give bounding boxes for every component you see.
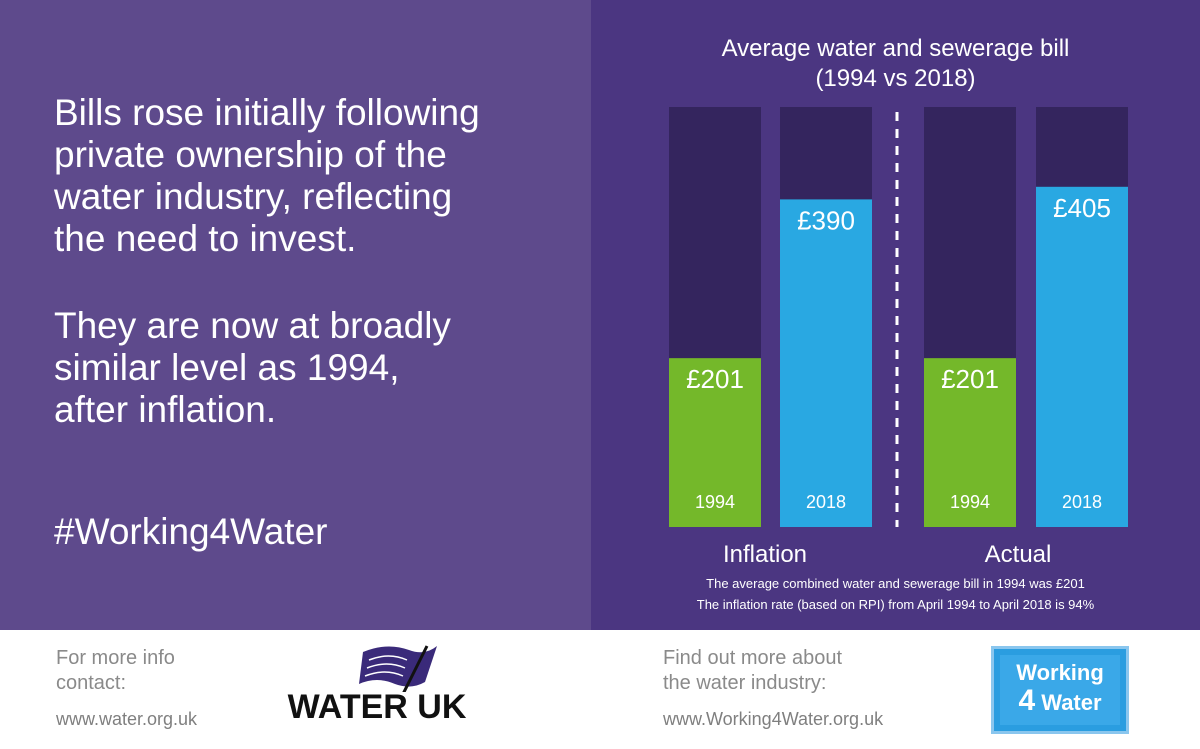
bar-inflation-1994 xyxy=(669,358,761,527)
footer-find-line-2: the water industry: xyxy=(663,672,827,694)
bar-year-label: 1994 xyxy=(695,492,735,512)
water-uk-link[interactable]: www.water.org.uk xyxy=(56,709,198,729)
bar-year-label: 2018 xyxy=(806,492,846,512)
bar-value-label: £201 xyxy=(941,364,999,394)
flag-icon xyxy=(359,645,437,692)
headline-line: Bills rose initially following xyxy=(54,92,480,133)
bar-value-label: £390 xyxy=(797,205,855,235)
chart-note-2: The inflation rate (based on RPI) from A… xyxy=(696,597,1095,612)
bar-actual-1994 xyxy=(924,358,1016,527)
chart-title-line-1: Average water and sewerage bill xyxy=(721,35,1070,62)
w4w-logo-line-1: Working xyxy=(1016,660,1104,685)
bar-chart: £201 1994 £390 2018 £201 1994 £405 2018 xyxy=(669,107,1128,528)
footer-contact-line-2: contact: xyxy=(56,672,127,694)
working4water-logo: Working 4 Water xyxy=(991,646,1129,734)
headline-line: water industry, reflecting xyxy=(54,176,453,217)
infographic: Bills rose initially following private o… xyxy=(0,0,1200,630)
water-uk-logo: WATER UK xyxy=(277,642,477,730)
working4water-link[interactable]: www.Working4Water.org.uk xyxy=(663,709,884,729)
hashtag: #Working4Water xyxy=(54,511,328,552)
footer-contact-line-1: For more info xyxy=(56,647,175,669)
water-uk-wordmark: WATER UK xyxy=(287,688,467,726)
headline-paragraph-2: They are now at broadly similar level as… xyxy=(54,305,451,431)
bar-value-label: £405 xyxy=(1053,193,1111,223)
w4w-logo-number: 4 xyxy=(1018,684,1036,717)
bar-value-label: £201 xyxy=(686,364,744,394)
headline-paragraph-1: Bills rose initially following private o… xyxy=(54,92,480,260)
group-label-actual: Actual xyxy=(984,541,1052,568)
headline-line: after inflation. xyxy=(54,389,277,430)
bar-inflation-2018 xyxy=(780,199,872,527)
chart-title-line-2: (1994 vs 2018) xyxy=(815,65,976,92)
w4w-logo-line-2: 4 Water xyxy=(1000,684,1120,717)
text-panel xyxy=(0,0,591,630)
bar-actual-2018 xyxy=(1036,186,1128,528)
chart-note-1: The average combined water and sewerage … xyxy=(706,576,1085,591)
working4water-logo-inner: Working 4 Water xyxy=(1000,655,1120,725)
w4w-logo-word: Water xyxy=(1041,690,1102,715)
chart-title: Average water and sewerage bill (1994 vs… xyxy=(591,34,1200,94)
headline-line: the need to invest. xyxy=(54,218,357,259)
headline-line: similar level as 1994, xyxy=(54,347,400,388)
bar-year-label: 2018 xyxy=(1062,492,1102,512)
headline-line: private ownership of the xyxy=(54,134,447,175)
group-label-inflation: Inflation xyxy=(722,541,808,568)
headline-line: They are now at broadly xyxy=(54,305,451,346)
bar-year-label: 1994 xyxy=(950,492,990,512)
footer-find-line-1: Find out more about xyxy=(663,647,842,669)
